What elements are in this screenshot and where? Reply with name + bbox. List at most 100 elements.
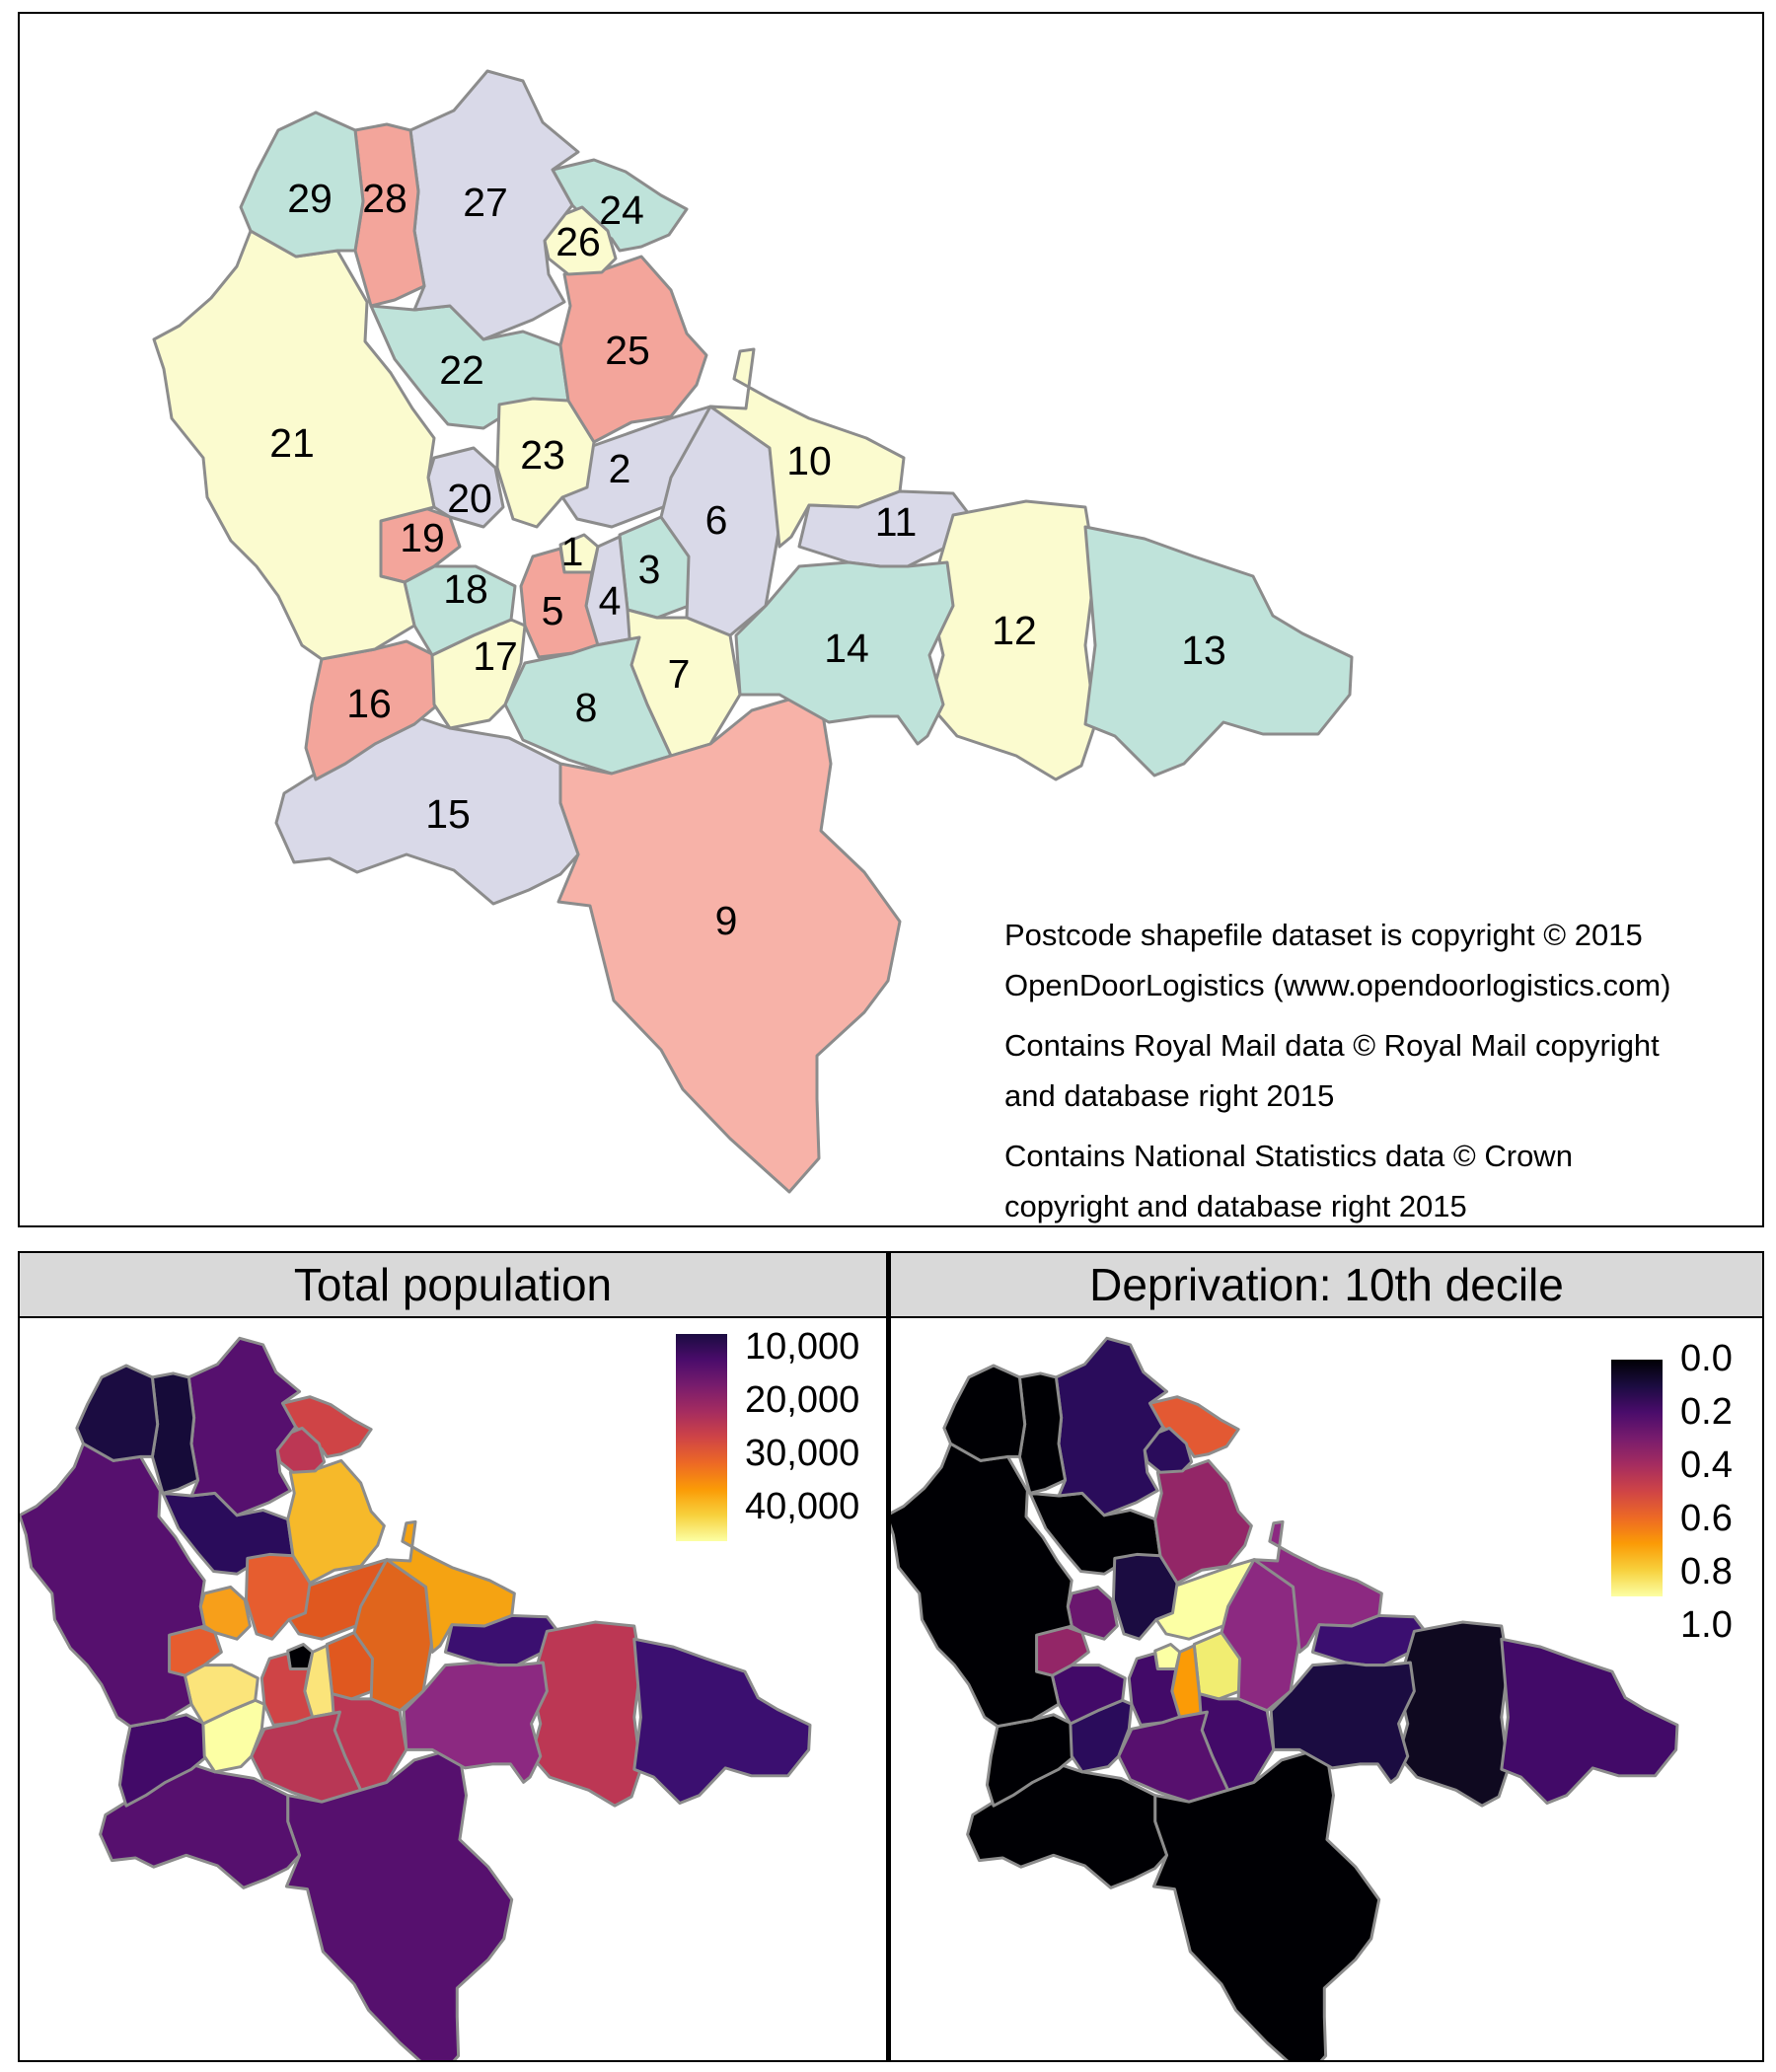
pop-area-18[interactable] [183,1664,259,1726]
dep-area-18[interactable] [1050,1664,1127,1726]
pop-area-25[interactable] [286,1458,386,1585]
attribution-royal-mail: Contains Royal Mail data © Royal Mail co… [1004,1020,1660,1121]
area-label-14: 14 [824,626,869,671]
dep-area-21[interactable] [891,1442,1073,1729]
area-label-28: 28 [362,176,407,221]
pop-area-8[interactable] [250,1710,363,1804]
dep-area-23[interactable] [1111,1552,1179,1641]
ref-area-14[interactable] [734,560,955,746]
attribution-text: Postcode shapefile dataset is copyright … [1004,910,1670,1010]
area-label-25: 25 [605,328,650,373]
deprivation-tick-4: 0.6 [1680,1498,1733,1539]
dep-area-12[interactable] [1397,1620,1510,1808]
attribution-national-statistics: Contains National Statistics data © Crow… [1004,1131,1573,1231]
ref-area-9[interactable] [556,689,902,1194]
attribution-line-3: Contains Royal Mail data © Royal Mail co… [1004,1028,1660,1063]
area-label-27: 27 [463,180,508,225]
pop-area-21[interactable] [20,1442,206,1729]
population-map [20,1336,812,2060]
dep-areas [891,1336,1679,2060]
area-label-21: 21 [269,420,315,466]
area-label-6: 6 [705,497,728,543]
area-label-19: 19 [400,515,445,560]
pop-area-23[interactable] [244,1552,312,1641]
attribution-line-2: OpenDoorLogistics (www.opendoorlogistics… [1004,968,1671,1002]
area-label-9: 9 [715,898,738,943]
ref-area-23[interactable] [495,397,596,529]
ref-area-13[interactable] [1083,525,1354,777]
attribution-line-5: Contains National Statistics data © Crow… [1004,1139,1573,1173]
dep-area-27[interactable] [1054,1336,1169,1517]
deprivation-panel: Deprivation: 10th decile 0.0 0.2 0.4 0.6… [888,1251,1764,2062]
deprivation-tick-2: 0.2 [1680,1391,1733,1433]
ref-area-10[interactable] [708,347,906,549]
area-label-18: 18 [443,566,488,612]
deprivation-tick-5: 0.8 [1680,1551,1733,1592]
ref-area-8[interactable] [503,635,673,776]
area-label-2: 2 [609,446,631,491]
ref-area-29[interactable] [239,111,365,259]
pop-area-28[interactable] [150,1371,200,1495]
population-tick-4: 40,000 [745,1486,860,1527]
dep-area-16[interactable] [985,1713,1076,1808]
population-panel-title: Total population [20,1253,886,1318]
reference-map-panel: 1 2 3 4 5 6 7 8 9 10 11 12 13 14 15 16 17 18 19 20 21 22 23 24 2… [18,12,1764,1227]
dep-area-13[interactable] [1500,1637,1679,1806]
area-label-15: 15 [425,791,471,837]
area-label-22: 22 [439,347,484,393]
ref-area-25[interactable] [558,255,708,444]
dep-area-9[interactable] [1151,1745,1381,2060]
attribution-line-6: copyright and database right 2015 [1004,1189,1467,1223]
population-color-bar [676,1334,727,1541]
area-label-12: 12 [992,608,1037,653]
ref-area-16[interactable] [304,639,440,781]
population-tick-3: 30,000 [745,1433,860,1474]
area-label-24: 24 [599,187,644,233]
deprivation-panel-title: Deprivation: 10th decile [891,1253,1762,1318]
deprivation-map [891,1336,1679,2060]
deprivation-color-bar [1611,1360,1663,1596]
area-label-3: 3 [638,547,661,592]
dep-area-14[interactable] [1269,1661,1416,1784]
area-label-20: 20 [447,476,492,521]
attribution-line-1: Postcode shapefile dataset is copyright … [1004,918,1643,952]
area-label-7: 7 [668,651,691,697]
area-label-13: 13 [1181,628,1226,673]
deprivation-tick-6: 1.0 [1680,1604,1733,1646]
area-label-11: 11 [875,499,918,545]
pop-area-14[interactable] [402,1661,549,1784]
pop-area-13[interactable] [632,1637,812,1806]
attribution-line-4: and database right 2015 [1004,1078,1335,1113]
pop-area-12[interactable] [530,1620,642,1808]
pop-area-29[interactable] [75,1364,160,1462]
deprivation-tick-1: 0.0 [1680,1338,1733,1379]
pop-area-27[interactable] [186,1336,302,1517]
dep-area-29[interactable] [942,1364,1027,1462]
area-label-16: 16 [346,681,392,726]
population-tick-1: 10,000 [745,1326,860,1368]
deprivation-tick-3: 0.4 [1680,1444,1733,1486]
area-label-17: 17 [473,633,518,679]
pop-area-9[interactable] [284,1745,514,2060]
dep-area-8[interactable] [1117,1710,1230,1804]
dep-area-25[interactable] [1153,1458,1253,1585]
area-label-26: 26 [555,219,601,264]
pop-area-10[interactable] [385,1519,516,1654]
area-label-23: 23 [520,432,565,478]
ref-area-21[interactable] [152,229,436,661]
area-label-29: 29 [287,176,333,221]
population-tick-2: 20,000 [745,1379,860,1421]
ref-area-12[interactable] [927,499,1097,781]
area-label-8: 8 [575,685,598,730]
area-label-1: 1 [561,529,584,574]
dep-area-28[interactable] [1017,1371,1068,1495]
pop-area-16[interactable] [117,1713,209,1808]
pop-areas [20,1336,812,2060]
ref-area-18[interactable] [403,564,517,657]
population-panel: Total population 10,000 20,000 30,000 40… [18,1251,888,2062]
area-label-4: 4 [599,578,622,624]
area-label-5: 5 [542,588,564,633]
dep-area-10[interactable] [1252,1519,1383,1654]
